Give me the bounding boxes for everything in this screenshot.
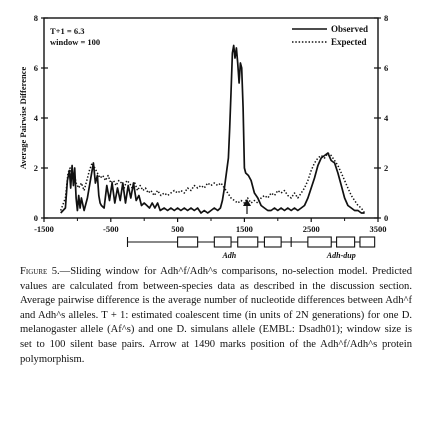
x-tick-label: -500 [103, 224, 119, 234]
gene-label: Adh [221, 251, 236, 260]
plot-frame [43, 17, 379, 219]
annotation-line-2: window = 100 [50, 37, 100, 47]
y-tick-label-right: 0 [384, 213, 388, 223]
y-tick-label-right: 8 [384, 13, 388, 23]
y-tick-label-left: 8 [34, 13, 38, 23]
gene-map: Adh Adh-dup [126, 236, 376, 260]
figure-caption: Figure 5.—Sliding window for Adh^f/Adh^s… [20, 265, 412, 367]
exon-box [336, 236, 356, 248]
exon-box [237, 236, 259, 248]
legend-observed-label: Observed [331, 24, 368, 34]
y-tick-label-left: 2 [34, 163, 38, 173]
x-tick-label: 1500 [236, 224, 253, 234]
arrow-head [243, 199, 251, 206]
legend: Observed Expected [292, 24, 368, 47]
exon-box [263, 236, 282, 248]
exon-box [177, 236, 199, 248]
y-axis-title: Average Pairwise Difference [18, 66, 28, 169]
series-line-expected [59, 152, 366, 214]
y-tick-label-right: 2 [384, 163, 388, 173]
y-tick-label-left: 0 [34, 213, 38, 223]
y-tick-label-left: 4 [34, 113, 39, 123]
caption-text: —Sliding window for Adh^f/Adh^s comparis… [20, 266, 412, 365]
exon-box [359, 236, 376, 248]
figure-label: Figure 5. [20, 266, 60, 277]
position-marker-arrow [243, 199, 251, 214]
y-tick-label-left: 6 [34, 63, 38, 73]
x-tick-label: 2500 [303, 224, 320, 234]
x-tick-label: 3500 [370, 224, 387, 234]
y-tick-label-right: 4 [384, 113, 389, 123]
legend-expected-label: Expected [331, 37, 367, 47]
exon-box [213, 236, 232, 248]
x-tick-label: 500 [171, 224, 184, 234]
x-tick-label: -1500 [34, 224, 54, 234]
exon-box [307, 236, 332, 248]
annotation-line-1: T+1 = 6.3 [50, 26, 84, 36]
gene-label: Adh-dup [326, 251, 356, 260]
y-tick-label-right: 6 [384, 63, 388, 73]
series-layer [59, 44, 366, 214]
series-line-observed [60, 44, 365, 214]
